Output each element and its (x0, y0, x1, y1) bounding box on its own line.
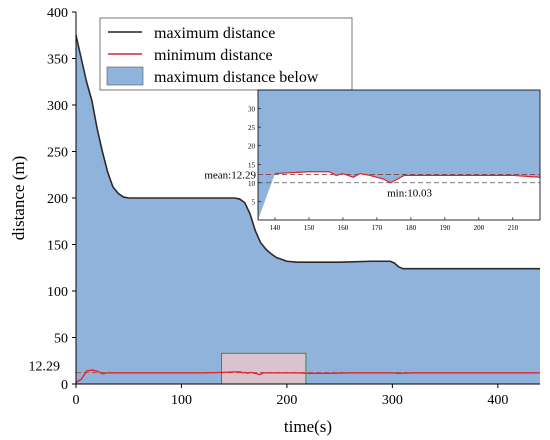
x-tick-label: 200 (276, 393, 297, 408)
zoom-region-box (221, 352, 307, 385)
inset-y-tick-label: 10 (248, 180, 256, 188)
inset-y-tick-label: 20 (248, 143, 256, 151)
inset-y-tick-label: 5 (252, 198, 256, 206)
x-tick-label: 400 (487, 393, 508, 408)
y-tick-label: 0 (61, 378, 68, 393)
inset-y-tick-label: 30 (248, 106, 256, 114)
inset-frame (257, 89, 541, 221)
y-tick-label: 250 (47, 146, 68, 161)
y-tick-label: 350 (47, 53, 68, 68)
line-maximum-distance (75, 35, 540, 270)
inset-y-tick-label: 15 (248, 161, 256, 169)
legend-label: maximum distance below (154, 69, 319, 86)
inset-x-tick-label: 180 (406, 224, 417, 232)
inset-mean-label: mean:12.29 (204, 169, 256, 181)
y-tick-label: 150 (47, 239, 68, 254)
y-tick-label: 200 (47, 192, 68, 207)
inset-chart: 5 10 15 20 25 30 140 150 160 170 180 190 200 210 mean:… (204, 89, 541, 232)
inset-x-tick-label: 200 (474, 224, 485, 232)
legend: maximum distance minimum distance maximum … (99, 17, 353, 91)
inset-x-tick-label: 150 (304, 224, 315, 232)
inset-x-tick-label: 160 (338, 224, 349, 232)
inset-x-tick-label: 170 (372, 224, 383, 232)
x-tick-label: 0 (73, 393, 80, 408)
area-maximum-distance-below (76, 35, 540, 384)
inset-line-minimum-distance (274, 171, 541, 184)
y-tick-label: 400 (47, 6, 68, 21)
inset-min-label: min:10.03 (387, 188, 432, 200)
y-tick-label-mean: 12.29 (29, 360, 61, 375)
y-tick-label: 100 (47, 285, 68, 300)
legend-label: minimum distance (154, 47, 273, 64)
y-axis-label: distance (m) (9, 156, 28, 241)
legend-swatch (106, 66, 144, 86)
inset-x-tick-label: 140 (270, 224, 281, 232)
inset-y-tick-label: 25 (248, 124, 256, 132)
y-tick-label: 300 (47, 99, 68, 114)
x-tick-label: 300 (382, 393, 403, 408)
line-minimum-distance (75, 369, 540, 383)
legend-label: maximum distance (154, 25, 275, 42)
inset-below-min (258, 171, 540, 220)
x-tick-label: 100 (171, 393, 192, 408)
x-axis-label: time(s) (284, 417, 332, 436)
y-tick-label: 50 (54, 332, 68, 347)
inset-x-tick-label: 210 (508, 224, 519, 232)
inset-x-tick-label: 190 (440, 224, 451, 232)
